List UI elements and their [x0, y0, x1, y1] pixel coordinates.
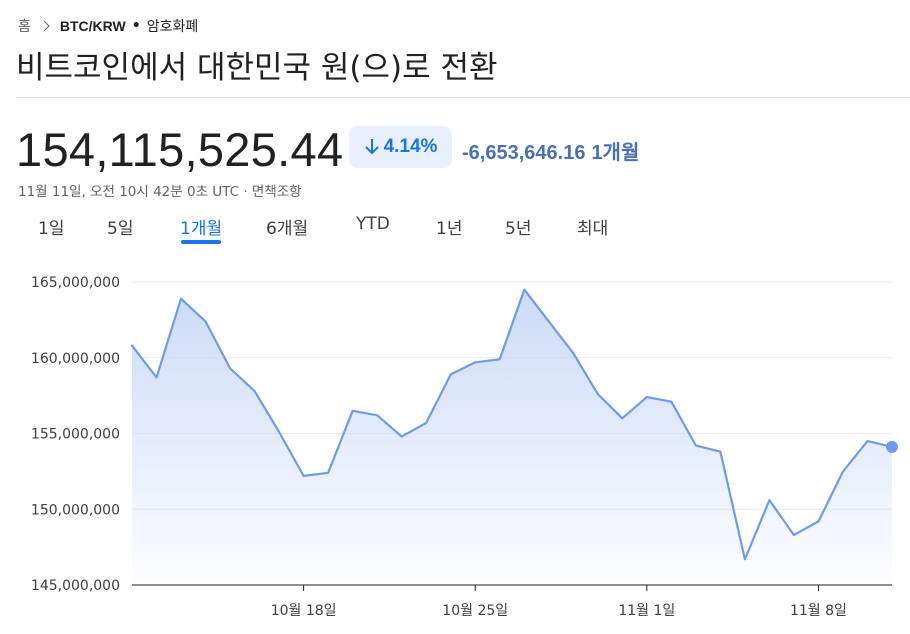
- data-point: [522, 287, 527, 292]
- data-point: [840, 469, 845, 474]
- tab-ytd[interactable]: YTD: [356, 214, 390, 234]
- data-point: [252, 389, 257, 394]
- tab-1y[interactable]: 1년: [436, 219, 463, 239]
- change-percent-badge: 4.14%: [349, 126, 452, 168]
- data-point: [154, 375, 159, 380]
- chevron-right-icon: [38, 20, 50, 32]
- y-tick-label: 165,000,000: [31, 275, 120, 291]
- data-point: [473, 360, 478, 365]
- breadcrumb-category[interactable]: 암호화폐: [146, 19, 199, 35]
- x-tick-label: 10월 25일: [442, 603, 508, 619]
- price-area-fill: [132, 289, 892, 585]
- data-point: [644, 395, 649, 400]
- y-tick-label: 155,000,000: [31, 427, 120, 443]
- y-tick-label: 145,000,000: [31, 578, 120, 594]
- change-amount-group: -6,653,646.16 1개월: [462, 136, 645, 165]
- quote-timestamp: 11월 11일, 오전 10시 42분 0초 UTC · 면책조항: [18, 184, 302, 200]
- data-point: [546, 319, 551, 324]
- data-point: [865, 439, 870, 444]
- tab-5d[interactable]: 5일: [107, 219, 134, 239]
- data-point: [130, 343, 135, 348]
- data-point: [350, 408, 355, 413]
- tab-max[interactable]: 최대: [577, 219, 609, 239]
- change-percent: 4.14%: [383, 136, 438, 157]
- data-point: [669, 399, 674, 404]
- price-line: [130, 288, 894, 561]
- data-point: [497, 357, 502, 362]
- data-point: [742, 557, 747, 562]
- change-period: 1개월: [591, 142, 640, 164]
- data-point: [816, 519, 821, 524]
- arrow-down-icon: [364, 139, 379, 155]
- breadcrumb: 홈 BTC/KRW • 암호화폐: [18, 16, 198, 36]
- y-tick-label: 160,000,000: [31, 351, 120, 367]
- data-point: [767, 498, 772, 503]
- breadcrumb-separator: •: [131, 18, 141, 34]
- price-chart[interactable]: 145,000,000 150,000,000 155,000,000 160,000…: [0, 260, 910, 634]
- data-point: [203, 319, 208, 324]
- data-point: [301, 473, 306, 478]
- tab-5y[interactable]: 5년: [505, 219, 532, 239]
- x-tick-label: 11월 1일: [618, 603, 675, 619]
- data-point: [791, 533, 796, 538]
- page-title: 비트코인에서 대한민국 원(으)로 전환: [16, 50, 498, 86]
- data-point: [375, 413, 380, 418]
- data-point: [571, 351, 576, 356]
- tab-1d[interactable]: 1일: [38, 219, 65, 239]
- breadcrumb-home[interactable]: 홈: [18, 19, 31, 35]
- data-point: [179, 296, 184, 301]
- data-point: [595, 392, 600, 397]
- data-point: [718, 449, 723, 454]
- data-point: [424, 420, 429, 425]
- data-point: [620, 416, 625, 421]
- data-point: [228, 366, 233, 371]
- data-point: [326, 470, 331, 475]
- data-point: [693, 443, 698, 448]
- current-price-dot: [886, 440, 898, 453]
- y-tick-label: 150,000,000: [31, 502, 120, 518]
- data-point: [448, 372, 453, 377]
- tab-1m[interactable]: 1개월: [180, 219, 223, 239]
- change-amount: -6,653,646.16: [462, 142, 586, 164]
- x-tick-label: 11월 8일: [790, 603, 847, 619]
- tab-6m[interactable]: 6개월: [266, 219, 309, 239]
- active-tab-indicator: [181, 240, 221, 244]
- current-price: 154,115,525.44: [16, 123, 344, 176]
- breadcrumb-pair: BTC/KRW: [59, 18, 126, 34]
- header-divider: [16, 97, 910, 98]
- data-point: [277, 429, 282, 434]
- x-tick-label: 10월 18일: [271, 603, 337, 619]
- data-point: [399, 434, 404, 439]
